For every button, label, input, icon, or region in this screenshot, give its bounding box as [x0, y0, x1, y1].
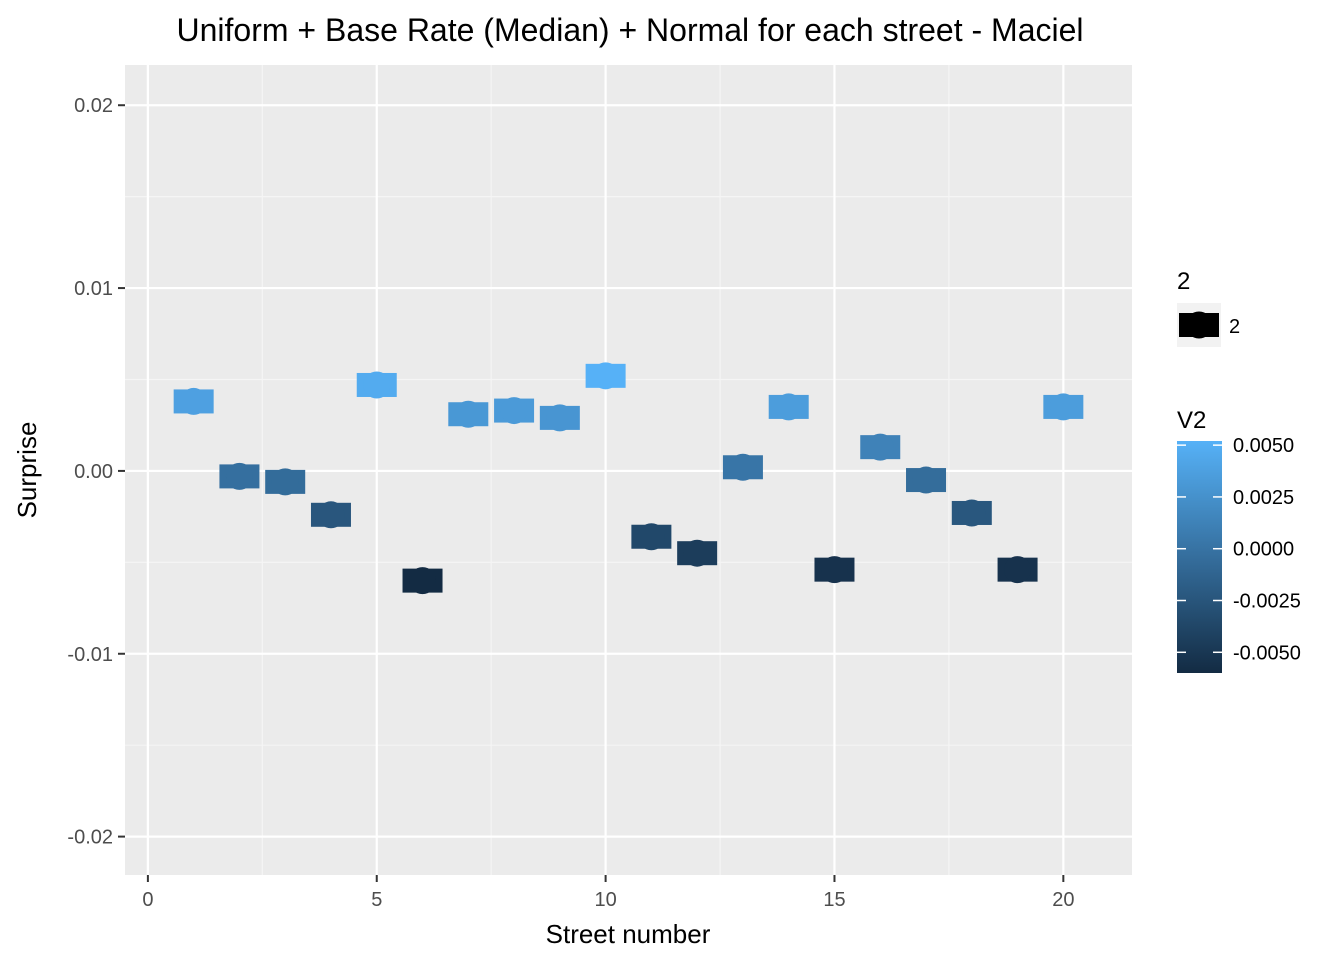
shape-legend: 2 2 — [1177, 268, 1240, 347]
shape-legend-title: 2 — [1177, 268, 1190, 295]
colorbar-tick-label: -0.0025 — [1233, 591, 1301, 613]
point-dot — [1049, 393, 1077, 421]
color-legend-title: V2 — [1177, 407, 1206, 434]
colorbar-tick-label: 0.0000 — [1233, 539, 1294, 561]
data-point — [494, 397, 535, 425]
y-tick-label: 0.00 — [74, 461, 113, 483]
point-dot — [363, 371, 391, 399]
point-dot — [775, 393, 803, 421]
point-dot — [958, 499, 986, 527]
point-dot — [180, 387, 208, 415]
color-legend: V2 0.0050 0.0025 0.0000 -0.0025 -0.0050 — [1177, 407, 1301, 673]
y-tick-label: -0.01 — [67, 644, 113, 666]
data-point — [539, 404, 580, 432]
y-tick-label: 0.01 — [74, 278, 113, 300]
colorbar — [1177, 441, 1222, 673]
point-dot — [912, 466, 940, 494]
data-point — [448, 400, 489, 428]
point-dot — [592, 362, 620, 390]
data-point — [1043, 393, 1084, 421]
data-point — [219, 462, 260, 490]
shape-legend-key — [1179, 311, 1219, 339]
x-tick-label: 10 — [594, 889, 616, 911]
y-tick-label: -0.02 — [67, 827, 113, 849]
point-dot — [683, 539, 711, 567]
x-tick-label: 0 — [142, 889, 153, 911]
colorbar-tick-label: 0.0050 — [1233, 435, 1294, 457]
x-tick-label: 20 — [1052, 889, 1074, 911]
data-point — [860, 433, 901, 461]
data-point — [265, 468, 306, 496]
y-tick-label: 0.02 — [74, 95, 113, 117]
point-dot — [500, 397, 528, 425]
data-point — [951, 499, 992, 527]
shape-legend-label: 2 — [1229, 316, 1240, 338]
point-dot — [637, 523, 665, 551]
point-dot — [1004, 556, 1032, 584]
data-point — [677, 539, 718, 567]
data-point — [631, 523, 672, 551]
point-dot — [866, 433, 894, 461]
point-dot — [409, 567, 437, 595]
x-tick-label: 15 — [823, 889, 845, 911]
y-axis-title: Surprise — [12, 422, 42, 519]
data-point — [722, 453, 763, 481]
data-point — [997, 556, 1038, 584]
x-axis: 0 5 10 15 20 — [142, 875, 1074, 911]
point-dot — [546, 404, 574, 432]
data-point — [585, 362, 626, 390]
colorbar-tick-label: 0.0025 — [1233, 487, 1294, 509]
y-axis: -0.02 -0.01 0.00 0.01 0.02 — [67, 95, 125, 849]
point-dot — [1185, 311, 1213, 339]
data-point — [906, 466, 947, 494]
point-dot — [317, 501, 345, 529]
data-point — [356, 371, 397, 399]
x-tick-label: 5 — [371, 889, 382, 911]
data-point — [768, 393, 809, 421]
x-axis-title: Street number — [546, 919, 711, 949]
chart-title: Uniform + Base Rate (Median) + Normal fo… — [177, 12, 1084, 48]
point-dot — [729, 453, 757, 481]
data-point — [173, 387, 214, 415]
point-dot — [271, 468, 299, 496]
data-point — [814, 556, 855, 584]
point-dot — [225, 462, 253, 490]
data-points — [173, 362, 1084, 595]
colorbar-tick-label: -0.0050 — [1233, 642, 1301, 664]
data-point — [402, 567, 443, 595]
point-dot — [820, 556, 848, 584]
point-dot — [454, 400, 482, 428]
data-point — [310, 501, 351, 529]
